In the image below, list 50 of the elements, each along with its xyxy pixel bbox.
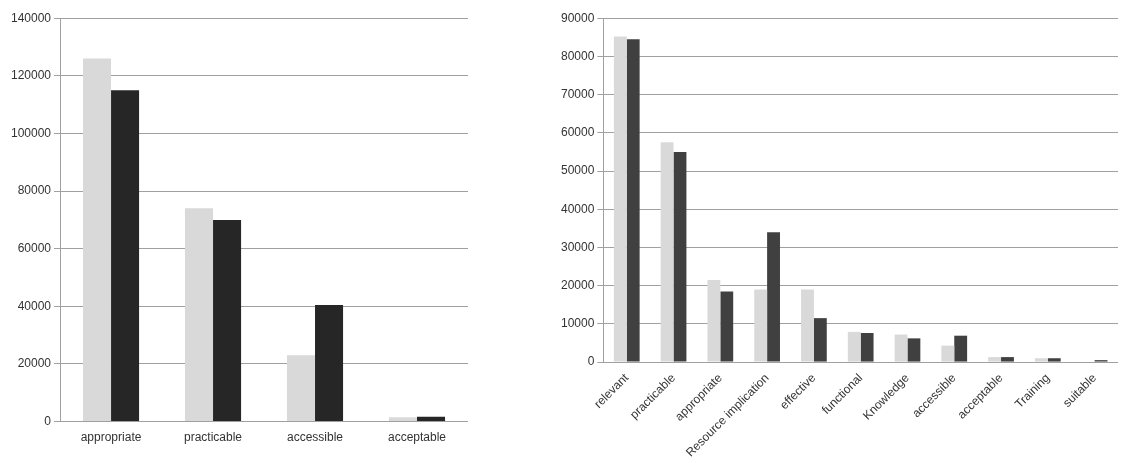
bar [388,417,418,422]
y-tick-label: 100000 [11,125,52,140]
bar [315,304,344,422]
bar [111,90,140,422]
bar [720,291,734,362]
bar [988,357,1002,362]
y-tick-label: 140000 [11,10,52,25]
bar [82,58,112,422]
bar [954,335,968,362]
bar [1047,358,1061,362]
bar [860,333,874,362]
bar [613,36,627,362]
y-tick-label: 0 [587,354,595,369]
y-tick-label: 30000 [560,239,595,254]
y-tick-label: 80000 [17,183,52,198]
y-tick-label: 40000 [17,298,52,313]
y-tick-label: 70000 [560,86,595,101]
x-tick-label: appropriate [80,430,142,445]
x-tick-label: practicable [184,430,243,445]
bar [1001,357,1014,362]
y-tick-label: 80000 [560,48,595,63]
bar [801,289,814,362]
bar [286,355,316,422]
y-tick-label: 0 [44,413,52,428]
bar [907,338,921,362]
y-tick-label: 120000 [11,68,52,83]
bar [660,142,674,362]
x-tick-label: acceptable [387,430,447,445]
bar [707,279,721,362]
bar [673,151,687,362]
bar [767,232,780,362]
y-tick-label: 90000 [560,10,595,25]
bar [626,39,640,362]
bar [813,318,827,362]
bar [213,219,242,422]
bar [847,331,861,362]
bar [894,334,908,362]
y-tick-label: 20000 [17,356,52,371]
bar [941,345,955,362]
y-tick-label: 10000 [560,316,595,331]
y-tick-label: 40000 [560,201,595,216]
bar [1034,358,1048,362]
bar [754,289,768,362]
x-tick-label: accessible [287,430,344,445]
y-tick-label: 60000 [560,125,595,140]
y-tick-label: 20000 [560,277,595,292]
bar [184,208,214,422]
y-tick-label: 50000 [560,163,595,178]
bar [417,416,446,422]
y-tick-label: 60000 [17,241,52,256]
